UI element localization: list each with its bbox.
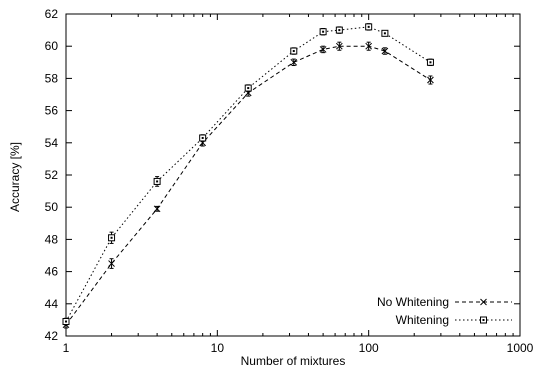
- y-tick-label: 54: [45, 136, 59, 150]
- data-point-marker-x-stroke-2: [153, 205, 161, 213]
- data-point-marker-square-core: [322, 30, 325, 33]
- y-tick-label: 42: [45, 329, 59, 343]
- y-tick-label: 46: [45, 265, 59, 279]
- y-tick-label: 44: [45, 297, 59, 311]
- x-tick-label: 100: [359, 341, 379, 355]
- data-point-marker-x-stroke-2: [427, 76, 434, 84]
- y-tick-label: 52: [45, 168, 59, 182]
- x-tick-label: 10: [211, 341, 225, 355]
- data-point-marker-square-core: [110, 236, 113, 239]
- legend-label-no-whitening: No Whitening: [377, 295, 449, 309]
- series-whitening: [62, 23, 434, 326]
- data-point-marker-square-core: [156, 180, 159, 183]
- y-tick-label: 58: [45, 71, 59, 85]
- legend: No Whitening Whitening: [377, 295, 512, 327]
- series-layer: [62, 23, 434, 329]
- data-point-marker-x-stroke-2: [108, 260, 115, 267]
- data-point-marker-square-core: [383, 32, 386, 35]
- data-point-marker-square-core: [482, 319, 485, 321]
- x-tick-label: 1: [63, 341, 70, 355]
- data-point-marker-square-core: [338, 29, 341, 32]
- data-point-marker-square-core: [247, 87, 250, 90]
- y-tick-label: 50: [45, 200, 59, 214]
- y-tick-label: 48: [45, 232, 59, 246]
- data-point-marker-square-core: [367, 25, 370, 28]
- data-point-marker-x-stroke-2: [319, 46, 327, 53]
- data-point-marker-square-core: [201, 136, 204, 139]
- y-tick-label: 60: [45, 39, 59, 53]
- x-tick-label: 1000: [507, 341, 534, 355]
- data-point-marker-x-stroke-2: [290, 58, 298, 66]
- y-axis-label: Accuracy [%]: [8, 142, 22, 212]
- data-point-marker-square-core: [429, 61, 432, 64]
- y-tick-label: 62: [45, 7, 59, 21]
- data-point-marker-x-stroke-2: [480, 298, 487, 306]
- y-tick-label: 56: [45, 104, 59, 118]
- legend-label-whitening: Whitening: [396, 313, 449, 327]
- data-point-marker-x-stroke-2: [335, 42, 343, 50]
- data-point-marker-square-core: [292, 50, 295, 53]
- data-point-marker-x-stroke-2: [381, 47, 389, 55]
- x-axis-label: Number of mixtures: [241, 354, 346, 368]
- axes-layer: 1 10 100 1000 42 44 46 48 50 52 54 56 58 60 62: [45, 7, 534, 355]
- data-point-marker-square-core: [65, 320, 67, 323]
- data-point-marker-x-stroke-2: [365, 42, 373, 50]
